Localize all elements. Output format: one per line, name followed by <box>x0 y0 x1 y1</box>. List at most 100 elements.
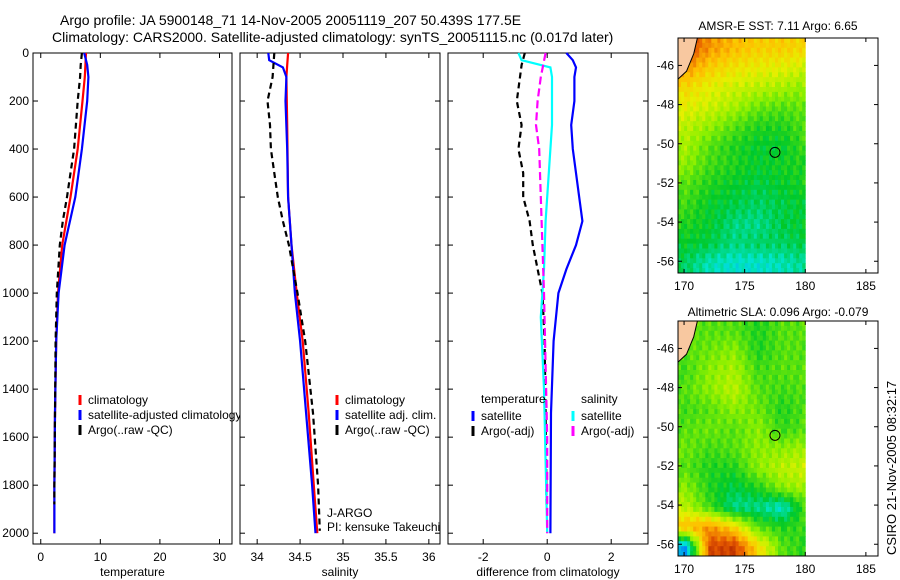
heatmap-cell <box>741 536 746 542</box>
heatmap-cell <box>787 175 791 181</box>
heatmap-cell <box>771 379 776 386</box>
heatmap-cell <box>768 77 773 83</box>
heatmap-cell <box>741 355 746 361</box>
heatmap-cell <box>799 448 803 454</box>
heatmap-cell <box>750 57 755 63</box>
heatmap-cell <box>802 463 806 469</box>
heatmap-cell <box>687 82 691 88</box>
heatmap-cell <box>702 350 706 356</box>
heatmap-cell <box>741 414 746 420</box>
heatmap-cell <box>717 116 721 122</box>
heatmap-cell <box>684 497 688 503</box>
heatmap-cell <box>775 268 779 274</box>
heatmap-cell <box>768 214 773 220</box>
heatmap-cell <box>756 472 761 479</box>
heatmap-cell <box>690 551 694 557</box>
heatmap-cell <box>699 492 703 498</box>
heatmap-cell <box>775 477 779 484</box>
heatmap-cell <box>787 497 791 503</box>
heatmap-cell <box>711 263 715 269</box>
heatmap-cell <box>781 423 785 430</box>
heatmap-cell <box>705 394 709 400</box>
heatmap-cell <box>768 116 773 122</box>
heatmap-cell <box>687 116 691 122</box>
heatmap-cell <box>768 91 773 98</box>
heatmap-cell <box>723 140 727 147</box>
heatmap-cell <box>699 487 703 493</box>
heatmap-cell <box>778 243 782 249</box>
heatmap-cell <box>775 62 779 68</box>
heatmap-cell <box>762 204 767 210</box>
heatmap-cell <box>684 399 688 405</box>
heatmap-cell <box>802 492 806 498</box>
heatmap-cell <box>678 487 682 493</box>
heatmap-cell <box>747 379 752 386</box>
heatmap-cell <box>693 228 697 235</box>
heatmap-cell <box>726 165 730 171</box>
heatmap-cell <box>799 62 803 68</box>
heatmap-cell <box>717 67 721 73</box>
heatmap-cell <box>793 126 797 132</box>
heatmap-cell <box>741 189 746 196</box>
heatmap-cell <box>690 404 694 410</box>
y-tick-label: -48 <box>657 381 675 395</box>
heatmap-cell <box>790 463 794 469</box>
heatmap-cell <box>726 248 730 254</box>
heatmap-cell <box>729 253 733 259</box>
heatmap-cell <box>681 91 685 98</box>
heatmap-cell <box>778 516 782 523</box>
heatmap-cell <box>793 502 797 508</box>
heatmap-cell <box>781 482 785 488</box>
heatmap-cell <box>759 189 764 196</box>
heatmap-cell <box>678 131 682 137</box>
heatmap-cell <box>705 423 709 430</box>
heatmap-cell <box>784 155 788 161</box>
heatmap-cell <box>741 38 746 44</box>
heatmap-cell <box>690 472 694 479</box>
heatmap-cell <box>787 243 791 249</box>
heatmap-cell <box>744 140 749 147</box>
heatmap-cell <box>738 160 743 166</box>
heatmap-cell <box>790 224 794 230</box>
heatmap-cell <box>781 87 785 93</box>
heatmap-cell <box>793 67 797 73</box>
heatmap-cell <box>781 131 785 137</box>
heatmap-cell <box>793 546 797 552</box>
heatmap-cell <box>784 438 788 444</box>
heatmap-cell <box>753 374 758 381</box>
heatmap-cell <box>784 448 788 454</box>
heatmap-cell <box>762 541 767 547</box>
heatmap-cell <box>802 204 806 210</box>
heatmap-cell <box>762 140 767 147</box>
heatmap-cell <box>771 219 776 225</box>
heatmap-cell <box>796 433 800 439</box>
heatmap-cell <box>762 253 767 259</box>
heatmap-cell <box>738 204 743 210</box>
heatmap-cell <box>778 477 782 484</box>
heatmap-cell <box>781 335 785 342</box>
heatmap-cell <box>759 145 764 152</box>
heatmap-cell <box>771 82 776 88</box>
heatmap-cell <box>693 472 697 479</box>
heatmap-cell <box>699 219 703 225</box>
heatmap-cell <box>765 443 770 449</box>
heatmap-cell <box>699 443 703 449</box>
heatmap-cell <box>687 370 691 376</box>
heatmap-cell <box>741 170 746 176</box>
heatmap-cell <box>790 541 794 547</box>
heatmap-cell <box>723 180 727 186</box>
heatmap-cell <box>696 541 700 547</box>
heatmap-cell <box>781 224 785 230</box>
heatmap-cell <box>708 374 712 381</box>
heatmap-cell <box>717 438 721 444</box>
heatmap-cell <box>696 365 700 371</box>
heatmap-cell <box>684 370 688 376</box>
heatmap-cell <box>702 106 706 112</box>
heatmap-cell <box>756 140 761 147</box>
heatmap-cell <box>696 467 700 474</box>
heatmap-cell <box>678 184 682 191</box>
heatmap-cell <box>741 184 746 191</box>
annotation-text: J-ARGO <box>327 506 372 520</box>
heatmap-cell <box>802 72 806 78</box>
heatmap-cell <box>708 321 712 327</box>
